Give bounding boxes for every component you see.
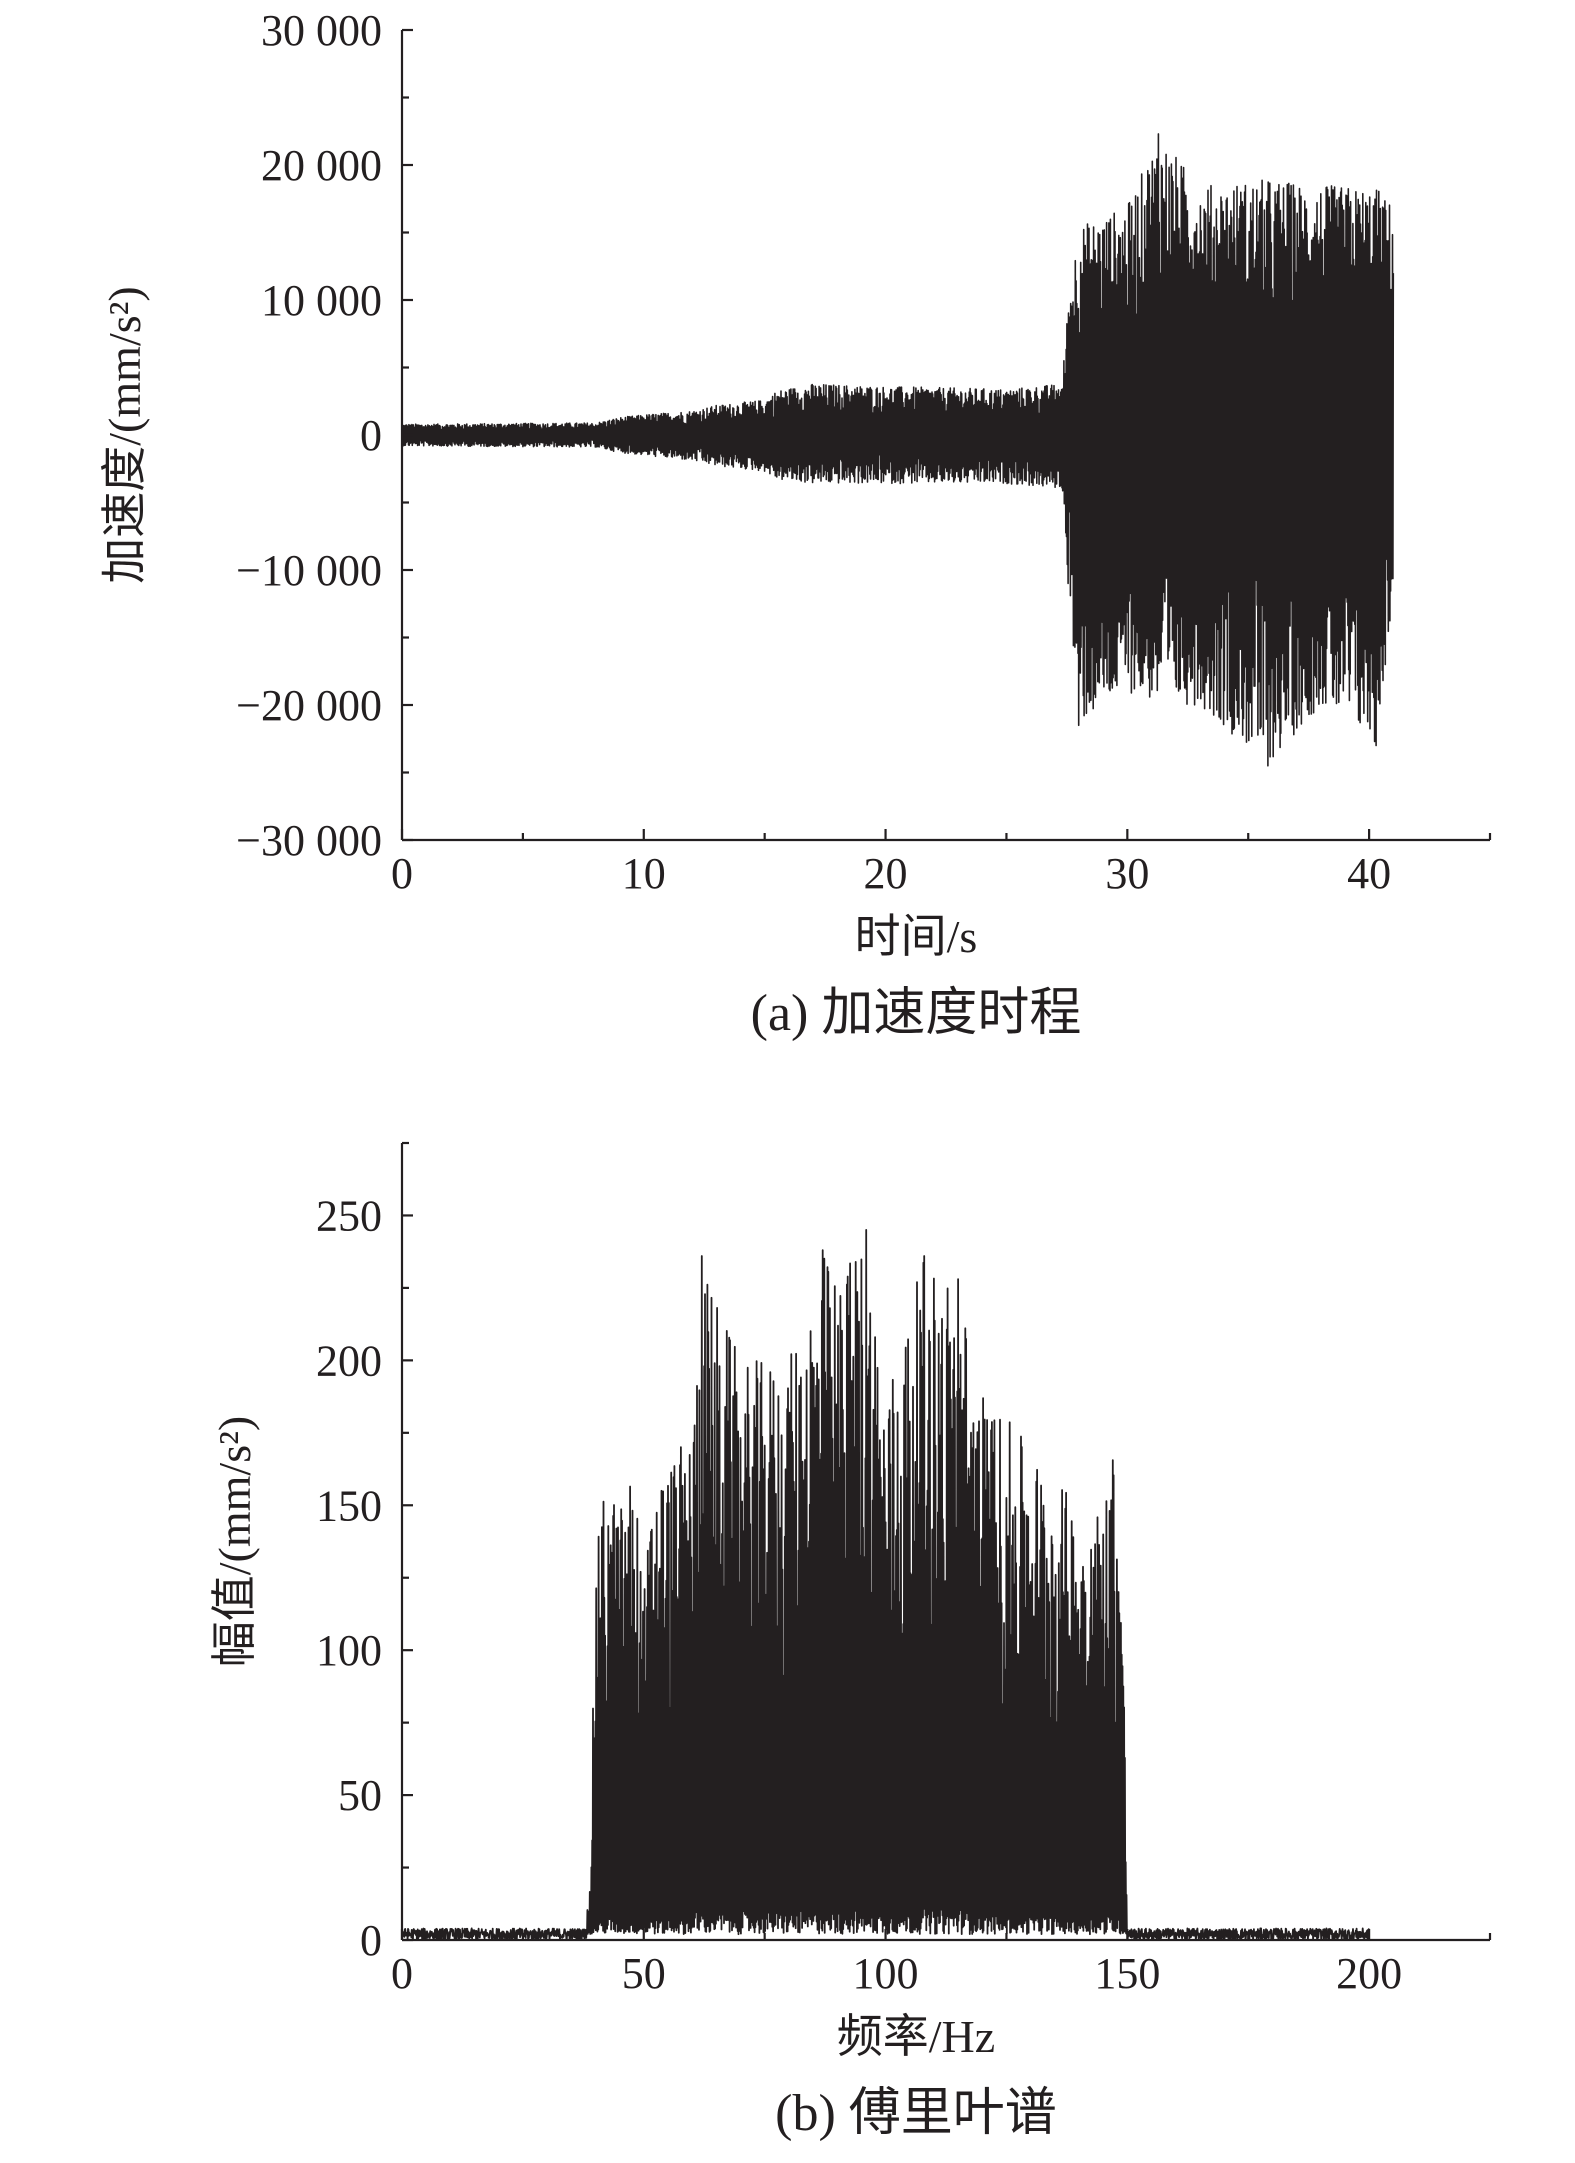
panel-a-caption: (a) 加速度时程: [751, 985, 1082, 1042]
x-tick-label: 0: [391, 849, 413, 898]
fourier-spectrum-trace: [401, 1229, 1370, 1941]
y-tick-label: 20 000: [261, 141, 382, 190]
panel-b-y-axis-title: 幅值/(mm/s²): [209, 1416, 260, 1667]
panel-b-fourier: 0 50 100 150 200 0 50 100 150 200 250 幅值/(mm/s²) 频…: [209, 1141, 1492, 2142]
y-tick-label: 30 000: [261, 6, 382, 55]
panel-b-caption: (b) 傅里叶谱: [775, 2085, 1057, 2142]
y-tick-label: 150: [316, 1481, 382, 1530]
x-tick-label: 200: [1336, 1949, 1402, 1998]
x-tick-label: 0: [391, 1949, 413, 1998]
y-tick-label: 100: [316, 1626, 382, 1675]
y-tick-label: −20 000: [236, 681, 382, 730]
panel-b-ticks: 0 50 100 150 200 0 50 100 150 200 250: [316, 1141, 1492, 1998]
x-tick-label: 20: [864, 849, 908, 898]
panel-b-x-axis-title: 频率/Hz: [837, 2011, 995, 2062]
panel-a-x-axis-title: 时间/s: [855, 911, 978, 962]
panel-a-y-axis-title: 加速度/(mm/s²): [99, 286, 150, 583]
panel-a-ticks: 0 10 20 30 40 30 000 20 000 10 000 0 −10 000 −20 0…: [236, 6, 1492, 898]
x-tick-label: 30: [1105, 849, 1149, 898]
x-tick-label: 10: [622, 849, 666, 898]
panel-a-signal: [401, 133, 1395, 767]
y-tick-label: 200: [316, 1336, 382, 1385]
y-tick-label: 250: [316, 1191, 382, 1240]
y-tick-label: 50: [338, 1771, 382, 1820]
y-tick-label: −30 000: [236, 816, 382, 865]
panel-a-acceleration: 0 10 20 30 40 30 000 20 000 10 000 0 −10 000 −20 0…: [99, 6, 1492, 1042]
y-tick-label: 10 000: [261, 276, 382, 325]
y-tick-label: −10 000: [236, 546, 382, 595]
y-tick-label: 0: [360, 411, 382, 460]
x-tick-label: 50: [622, 1949, 666, 1998]
x-tick-label: 100: [853, 1949, 919, 1998]
panel-b-signal: [401, 1229, 1370, 1941]
y-tick-label: 0: [360, 1916, 382, 1965]
x-tick-label: 150: [1094, 1949, 1160, 1998]
x-tick-label: 40: [1347, 849, 1391, 898]
acceleration-trace: [401, 133, 1395, 767]
